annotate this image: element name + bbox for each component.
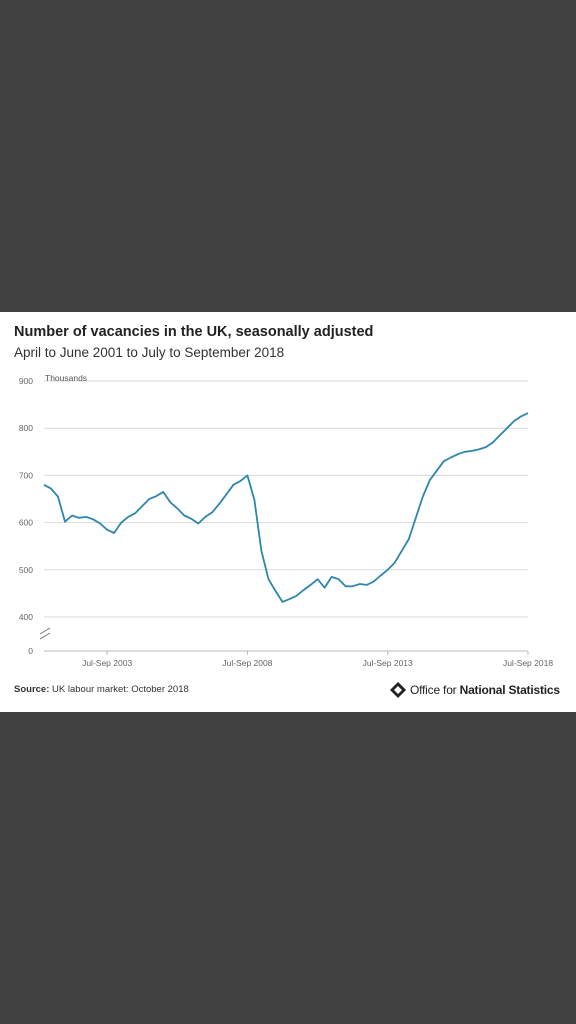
x-tick-label: Jul-Sep 2008 [222, 658, 272, 668]
logo-text-prefix: Office for [410, 683, 460, 697]
logo-text-bold: National Statistics [459, 683, 560, 697]
y-tick-label: 500 [19, 565, 33, 575]
axis-break-mark [39, 627, 51, 640]
logo-text: Office for National Statistics [410, 683, 560, 697]
y-tick-label: 400 [19, 612, 33, 622]
chart-card: Number of vacancies in the UK, seasonall… [0, 312, 576, 712]
y-axis-ticks: 900 800 700 600 500 400 0 [19, 376, 33, 656]
x-tick-label: Jul-Sep 2013 [363, 658, 413, 668]
x-axis-ticks: Jul-Sep 2003 Jul-Sep 2008 Jul-Sep 2013 Jul-… [82, 651, 553, 668]
chart-subtitle: April to June 2001 to July to September … [14, 345, 285, 360]
y-tick-label: 800 [19, 423, 33, 433]
series-line-vacancies [43, 412, 529, 603]
chart-title: Number of vacancies in the UK, seasonall… [14, 324, 374, 340]
y-tick-label: 600 [19, 518, 33, 528]
x-tick-label: Jul-Sep 2018 [503, 658, 553, 668]
source-label: Source: [14, 684, 50, 695]
source-text: UK labour market: October 2018 [52, 684, 189, 695]
ons-logo-icon [390, 682, 406, 698]
y-tick-label: 900 [19, 376, 33, 386]
source-note: Source: UK labour market: October 2018 [14, 684, 189, 695]
ons-logo: Office for National Statistics [390, 682, 560, 698]
line-chart: 900 800 700 600 500 400 0 Thousands Jul-Sep 20… [19, 373, 554, 668]
y-tick-label: 700 [19, 470, 33, 480]
y-axis-unit-label: Thousands [45, 373, 87, 383]
x-tick-label: Jul-Sep 2003 [82, 658, 132, 668]
y-tick-label: 0 [28, 646, 33, 656]
grid-lines [44, 380, 528, 618]
